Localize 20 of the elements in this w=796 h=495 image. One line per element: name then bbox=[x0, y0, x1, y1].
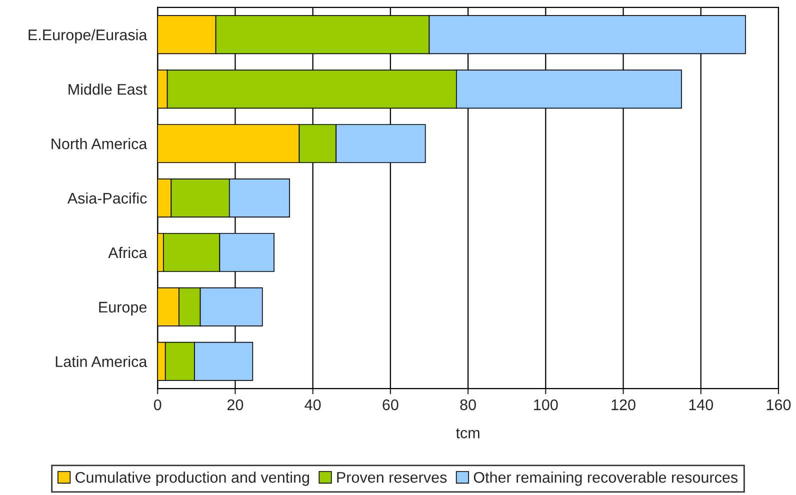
legend-label: Cumulative production and venting bbox=[76, 472, 310, 486]
x-tick-label: 60 bbox=[382, 399, 398, 410]
x-tick-label: 80 bbox=[460, 399, 476, 410]
y-tick-label: E.Europe/Eurasia bbox=[28, 29, 148, 44]
x-axis-title: tcm bbox=[456, 428, 480, 438]
y-tick-label: Europe bbox=[99, 302, 147, 316]
x-tick-label: 120 bbox=[612, 399, 636, 410]
x-tick-label: 20 bbox=[227, 399, 244, 410]
x-tick-label: 160 bbox=[766, 399, 791, 410]
y-tick-label: North America bbox=[52, 138, 148, 150]
y-tick-label: Latin America bbox=[56, 356, 148, 368]
y-tick-label: Africa bbox=[108, 246, 148, 258]
legend-label: Proven reserves bbox=[337, 472, 447, 483]
y-tick-label: Middle East bbox=[68, 84, 148, 95]
legend-label: Other remaining recoverable resources bbox=[474, 472, 738, 486]
y-tick-label: Asia-Pacific bbox=[67, 192, 147, 204]
x-tick-label: 100 bbox=[534, 399, 558, 410]
x-tick-label: 0 bbox=[154, 399, 162, 410]
x-tick-label: 140 bbox=[689, 399, 714, 410]
x-tick-label: 40 bbox=[304, 399, 321, 410]
